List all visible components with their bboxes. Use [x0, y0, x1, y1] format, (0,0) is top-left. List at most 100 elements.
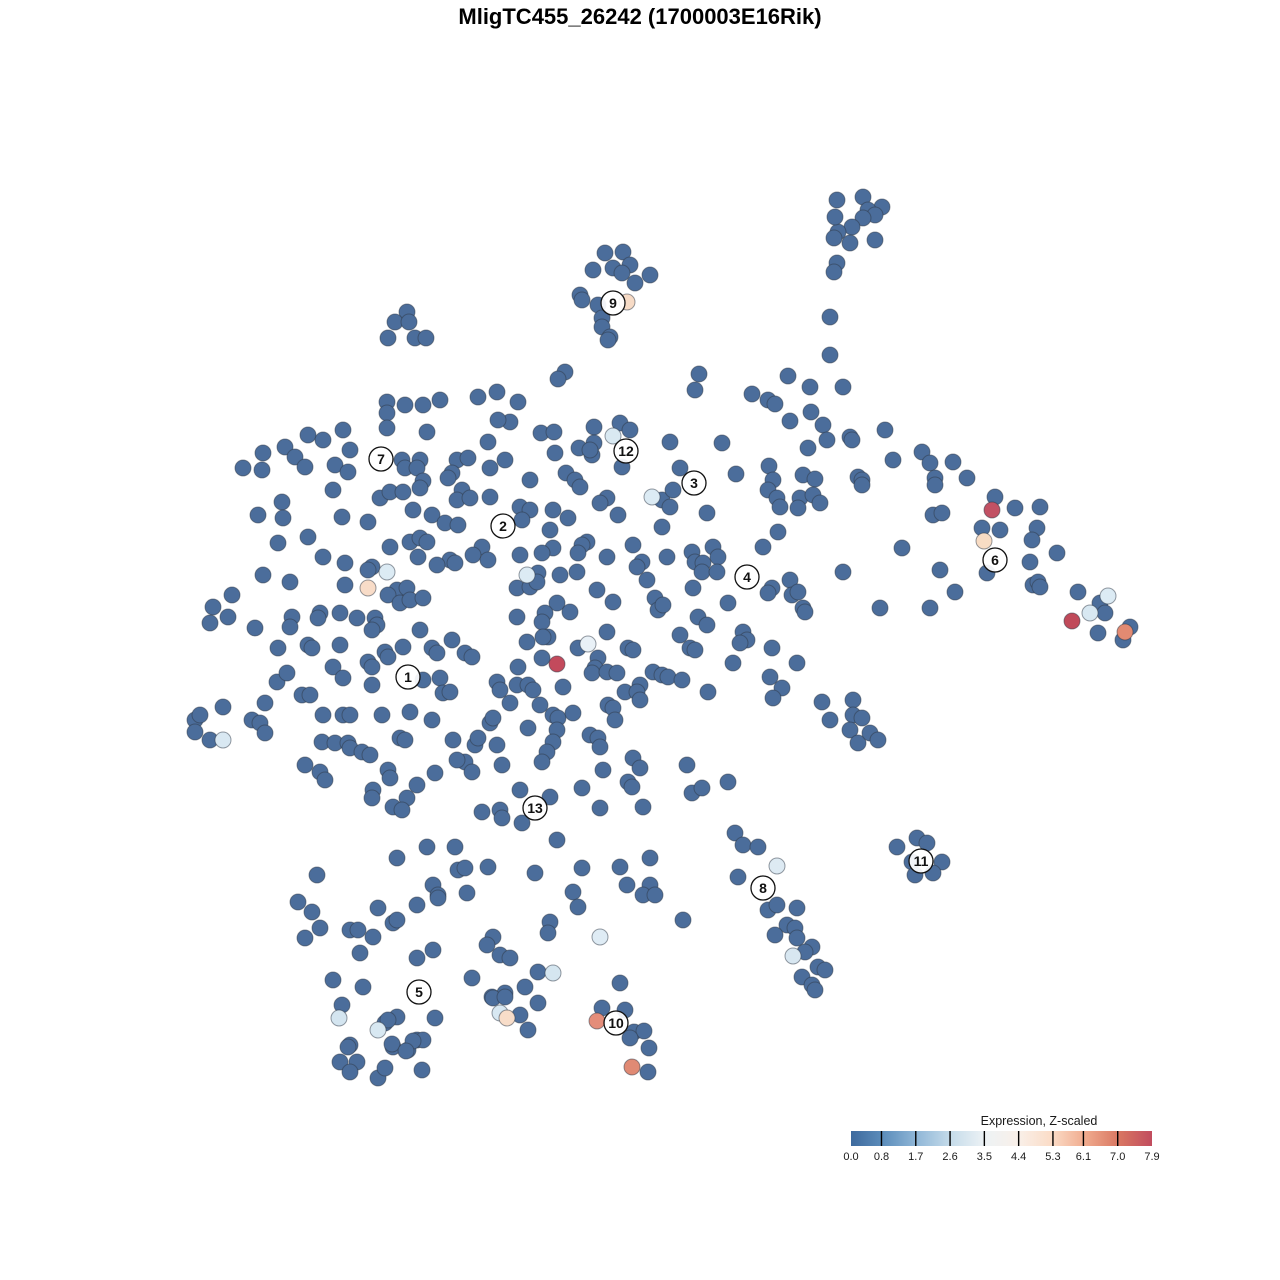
data-point — [414, 589, 432, 607]
data-point — [944, 453, 962, 471]
data-point — [533, 649, 551, 667]
data-point-colored — [604, 427, 622, 445]
data-point — [584, 261, 602, 279]
data-point — [611, 858, 629, 876]
data-point — [496, 451, 514, 469]
data-point — [598, 623, 616, 641]
data-point — [646, 886, 664, 904]
cluster-label-7: 7 — [368, 446, 394, 472]
data-point — [806, 981, 824, 999]
data-point — [759, 584, 777, 602]
data-point — [991, 521, 1009, 539]
data-point — [591, 738, 609, 756]
data-point — [309, 609, 327, 627]
data-point — [764, 689, 782, 707]
legend-colorbar — [851, 1131, 1152, 1146]
data-point — [351, 944, 369, 962]
data-point — [488, 736, 506, 754]
data-point — [621, 421, 639, 439]
data-point — [661, 498, 679, 516]
data-point — [331, 604, 349, 622]
data-point — [821, 711, 839, 729]
data-point — [219, 608, 237, 626]
data-point — [336, 554, 354, 572]
data-point — [653, 518, 671, 536]
data-point — [413, 1061, 431, 1079]
cluster-badge-circle — [522, 795, 548, 821]
data-point — [488, 383, 506, 401]
data-point — [379, 648, 397, 666]
data-point — [844, 691, 862, 709]
data-point — [564, 704, 582, 722]
data-point — [339, 1038, 357, 1056]
data-point — [1031, 498, 1049, 516]
data-point — [513, 511, 531, 529]
cluster-label-1: 1 — [395, 664, 421, 690]
cluster-badge-circle — [613, 438, 639, 464]
data-point — [761, 668, 779, 686]
data-point — [719, 594, 737, 612]
data-point — [336, 576, 354, 594]
data-point — [376, 1059, 394, 1077]
data-point — [613, 264, 631, 282]
data-point — [673, 671, 691, 689]
data-point-colored — [983, 501, 1001, 519]
data-point — [448, 751, 466, 769]
data-point — [373, 706, 391, 724]
data-point — [469, 388, 487, 406]
data-point — [788, 929, 806, 947]
data-point — [871, 599, 889, 617]
data-point — [496, 988, 514, 1006]
data-point — [396, 731, 414, 749]
data-point — [423, 506, 441, 524]
data-point — [583, 664, 601, 682]
data-point — [814, 416, 832, 434]
data-point — [816, 961, 834, 979]
data-point — [253, 461, 271, 479]
data-point-colored — [588, 1012, 606, 1030]
data-point — [511, 781, 529, 799]
data-point — [926, 476, 944, 494]
data-point — [409, 548, 427, 566]
data-point — [843, 431, 861, 449]
data-point — [394, 483, 412, 501]
data-point — [521, 471, 539, 489]
data-point — [411, 621, 429, 639]
data-point — [379, 586, 397, 604]
data-point — [341, 441, 359, 459]
data-point — [1023, 531, 1041, 549]
data-point — [639, 1063, 657, 1081]
data-point — [439, 469, 457, 487]
data-point — [638, 571, 656, 589]
data-point — [341, 706, 359, 724]
data-point — [441, 683, 459, 701]
data-point — [921, 454, 939, 472]
data-point — [269, 534, 287, 552]
data-point — [381, 538, 399, 556]
cluster-label-13: 13 — [522, 795, 548, 821]
data-point — [569, 898, 587, 916]
chart-title: MligTC455_26242 (1700003E16Rik) — [458, 4, 822, 29]
data-point — [564, 883, 582, 901]
data-point — [333, 508, 351, 526]
data-point — [461, 489, 479, 507]
cluster-badge-circle — [681, 470, 707, 496]
data-point-colored — [214, 731, 232, 749]
data-point — [289, 893, 307, 911]
data-point — [359, 513, 377, 531]
legend-tick-label: 5.3 — [1045, 1151, 1060, 1163]
data-point — [397, 1042, 415, 1060]
data-point — [388, 911, 406, 929]
data-point — [316, 771, 334, 789]
data-point — [533, 613, 551, 631]
data-point — [789, 583, 807, 601]
data-point — [621, 1029, 639, 1047]
data-point — [378, 404, 396, 422]
legend-tick-label: 0.0 — [843, 1151, 858, 1163]
data-point — [801, 378, 819, 396]
cluster-label-4: 4 — [734, 564, 760, 590]
data-point — [596, 244, 614, 262]
data-point — [379, 329, 397, 347]
data-point — [588, 581, 606, 599]
data-point — [381, 769, 399, 787]
